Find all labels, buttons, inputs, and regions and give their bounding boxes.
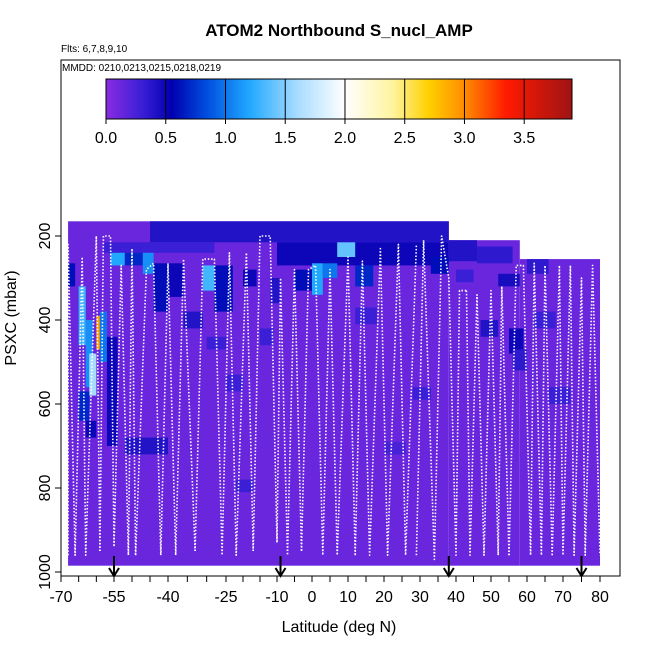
colorbar-tick-label: 1.0 [214, 130, 236, 147]
heatmap-cell [236, 479, 254, 493]
heatmap-cell [124, 252, 143, 266]
heatmap-cell [78, 391, 90, 421]
heatmap-cell [480, 320, 499, 337]
heatmap-cell [68, 263, 76, 287]
plot-frame [60, 59, 621, 577]
heatmap-cell [498, 273, 520, 287]
colorbar-tick-label: 2.5 [394, 130, 416, 147]
heatmap-cell [448, 240, 477, 262]
x-axis: -70 -55 -40 -25 -10 0 10 20 30 40 50 60 70 80 [49, 576, 609, 606]
y-axis: 200 400 600 800 1000 [37, 223, 61, 590]
colorbar-ticks: 0.0 0.5 1.0 1.5 2.0 2.5 3.0 3.5 [95, 79, 535, 147]
heatmap-cell [78, 286, 86, 346]
heatmap-cell [89, 353, 97, 396]
x-tick-label: -55 [102, 589, 125, 606]
x-tick-label: 60 [518, 589, 536, 606]
y-tick-label: 1000 [37, 554, 54, 590]
flights-label: Flts: 6,7,8,9,10 [61, 44, 128, 55]
heatmap-cell [355, 307, 377, 325]
heatmap-cell [106, 336, 118, 446]
heatmap-cell [103, 242, 215, 253]
x-tick-label: 10 [339, 589, 357, 606]
x-tick-label: 40 [447, 589, 465, 606]
colorbar-tick-label: 0.0 [95, 130, 117, 147]
heatmap-cell [312, 263, 323, 295]
heatmap-cell [548, 387, 571, 404]
heatmap-cell [202, 265, 215, 291]
heatmap-cell [168, 263, 184, 297]
flight-track [508, 262, 553, 557]
heatmap-cell [277, 242, 449, 266]
chart-title: ATOM2 Northbound S_nucl_AMP [205, 21, 473, 40]
heatmap-cell [456, 269, 474, 283]
heatmap-cell [260, 328, 274, 346]
flight-tracks [67, 235, 601, 561]
x-tick-label: 50 [482, 589, 500, 606]
heatmap-cell [142, 252, 154, 274]
flight-track [465, 285, 510, 557]
x-axis-label: Latitude (deg N) [282, 619, 397, 636]
y-tick-label: 200 [37, 223, 54, 250]
x-tick-label: -70 [49, 589, 72, 606]
x-tick-label: 80 [591, 589, 609, 606]
heatmap-region [448, 240, 520, 566]
x-tick-label: 30 [411, 589, 429, 606]
heatmap-cell [99, 311, 107, 362]
flight-track [551, 264, 601, 557]
colorbar-tick-label: 3.0 [453, 130, 475, 147]
heatmap-cell [412, 387, 431, 400]
heatmap-cells [68, 221, 600, 566]
y-tick-label: 800 [37, 475, 54, 502]
x-tick-label: 70 [554, 589, 572, 606]
heatmap-cell [226, 374, 243, 392]
heatmap-cell [153, 263, 168, 312]
x-tick-label: 0 [308, 589, 317, 606]
colorbar-tick-label: 1.5 [274, 130, 296, 147]
heatmap-cell [183, 311, 203, 329]
heatmap-cell [355, 265, 374, 287]
y-tick-label: 400 [37, 307, 54, 334]
x-tick-label: -40 [156, 589, 179, 606]
heatmap-cell [85, 320, 93, 388]
x-tick-label: 20 [375, 589, 393, 606]
heatmap-cell [477, 246, 513, 264]
colorbar-tick-label: 0.5 [155, 130, 177, 147]
heatmap-region [68, 221, 449, 566]
flight-track [99, 235, 137, 557]
heatmap-cell [322, 263, 338, 278]
heatmap-cell [206, 336, 226, 350]
heatmap-cell [509, 328, 524, 354]
flight-track [415, 235, 467, 561]
heatmap-cell [270, 278, 281, 304]
y-axis-label: PSXC (mbar) [3, 270, 20, 365]
flight-track [67, 235, 101, 557]
heatmap-cell [527, 259, 549, 274]
heatmap-cell [85, 420, 97, 438]
heatmap-cell [294, 269, 312, 291]
heatmap-cell [384, 441, 406, 455]
dates-label: MMDD: 0210,0213,0215,0218,0219 [62, 63, 221, 74]
y-tick-label: 600 [37, 391, 54, 418]
heatmap-cell [337, 242, 356, 257]
heatmap-cell [512, 349, 527, 371]
colorbar-tick-label: 3.5 [513, 130, 535, 147]
flight-track [194, 252, 254, 557]
heatmap-cell [110, 252, 125, 266]
heatmap-cell [150, 221, 449, 243]
flight-track [300, 256, 356, 557]
x-tick-label: -10 [265, 589, 288, 606]
x-tick-label: -25 [214, 589, 237, 606]
heatmap-cell [124, 437, 168, 455]
heatmap-cell [430, 257, 449, 274]
flight-track [134, 258, 196, 557]
colorbar-tick-label: 2.0 [334, 130, 356, 147]
colorbar [105, 78, 573, 120]
